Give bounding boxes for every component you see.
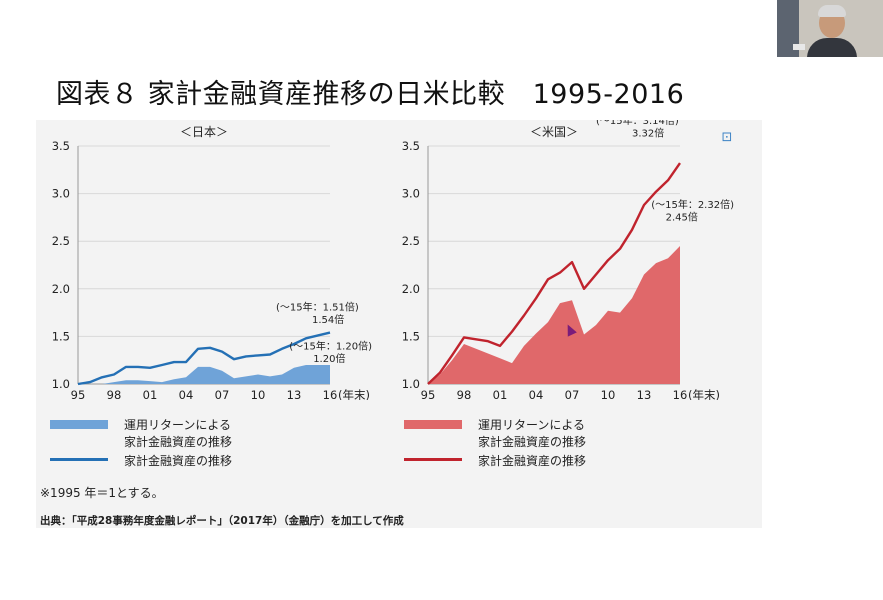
name-tag [793, 44, 805, 50]
legend-left-line-swatch [50, 458, 108, 461]
japan-line-series [77, 331, 331, 386]
us-y-tick-label: 3.5 [402, 139, 420, 153]
us-annotation: (〜15年：2.32倍) [651, 198, 734, 211]
us-x-tick-label: 98 [457, 388, 472, 400]
legend-left-area-swatch [50, 420, 108, 429]
us-y-tick-label: 3.0 [402, 187, 420, 201]
japan-x-unit-label: (年末) [338, 388, 370, 400]
legend-left-area-label-1: 運用リターンによる [124, 418, 232, 432]
presenter-body [807, 38, 857, 57]
japan-y-tick-label: 1.0 [52, 377, 70, 391]
japan-annotation: 1.54倍 [312, 313, 344, 326]
us-x-tick-label: 16 [673, 388, 688, 400]
us-x-tick-label: 13 [637, 388, 652, 400]
slide-title: 図表８ 家計金融資産推移の日米比較 1995-2016 [56, 79, 685, 110]
figure-panel: ＜日本＞ 1.0 1.5 2.0 2.5 3.0 3.5 95 98 01 04 07 10 13 16 (年… [36, 120, 762, 528]
us-x-tick-label: 04 [529, 388, 544, 400]
legend-right-area-label-2: 家計金融資産の推移 [478, 435, 587, 449]
us-annotation: 3.32倍 [632, 126, 664, 139]
legend-right-area-label-1: 運用リターンによる [478, 418, 586, 432]
japan-annotation: (〜15年：1.51倍) [276, 301, 359, 314]
japan-x-tick-label: 16 [323, 388, 338, 400]
japan-y-tick-label: 1.5 [52, 329, 70, 343]
japan-area-series [78, 365, 330, 384]
us-y-tick-label: 2.5 [402, 234, 420, 248]
japan-x-tick-label: 13 [287, 388, 302, 400]
japan-y-tick-label: 2.5 [52, 234, 70, 248]
legend-right-line-label: 家計金融資産の推移 [478, 454, 587, 468]
us-y-tick-label: 1.0 [402, 377, 420, 391]
charts-svg: ＜日本＞1.01.52.02.53.03.595 98 01 04 07 10 13 16 (年… [52, 120, 734, 400]
legend-left-line-label: 家計金融資産の推移 [124, 454, 233, 468]
japan-x-tick-label: 98 [107, 388, 122, 400]
japan-y-tick-label: 3.5 [52, 139, 70, 153]
japan-panel-title: ＜日本＞ [180, 125, 228, 139]
japan-x-tick-label: 04 [179, 388, 194, 400]
us-x-tick-label: 10 [601, 388, 616, 400]
source-citation: 出典：｢平成28事務年度金融レポート｣（2017年）（金融庁）を加工して作成 [40, 515, 404, 527]
us-x-tick-label: 01 [493, 388, 508, 400]
us-line-series [427, 162, 681, 385]
japan-annotation: 1.20倍 [313, 352, 345, 365]
japan-y-tick-label: 3.0 [52, 187, 70, 201]
legend-right-area-swatch [404, 420, 462, 429]
us-y-tick-label: 1.5 [402, 329, 420, 343]
us-annotation: 2.45倍 [666, 210, 698, 223]
us-area-series [428, 246, 680, 384]
legend-left-area-label-2: 家計金融資産の推移 [124, 435, 233, 449]
us-x-unit-label: (年末) [688, 388, 720, 400]
video-call-thumbnail[interactable] [777, 0, 883, 57]
us-y-tick-label: 2.0 [402, 282, 420, 296]
japan-x-tick-label: 10 [251, 388, 266, 400]
presenter-hair [818, 5, 846, 17]
us-annotation: (〜15年：3.14倍) [596, 120, 679, 127]
japan-x-tick-label: 07 [215, 388, 230, 400]
japan-x-tick-label: 01 [143, 388, 158, 400]
legend-right-line-swatch [404, 458, 462, 461]
us-panel-title: ＜米国＞ [530, 125, 578, 139]
japan-y-tick-label: 2.0 [52, 282, 70, 296]
footnote: ※1995 年＝1とする。 [40, 486, 164, 500]
us-x-tick-label: 07 [565, 388, 580, 400]
us-x-tick-label: 95 [421, 388, 436, 400]
japan-x-tick-label: 95 [71, 388, 86, 400]
bookshelf-background [777, 0, 799, 57]
screenshot-scan-icon[interactable]: ⊡ [721, 130, 733, 145]
japan-annotation: (〜15年：1.20倍) [289, 340, 372, 353]
